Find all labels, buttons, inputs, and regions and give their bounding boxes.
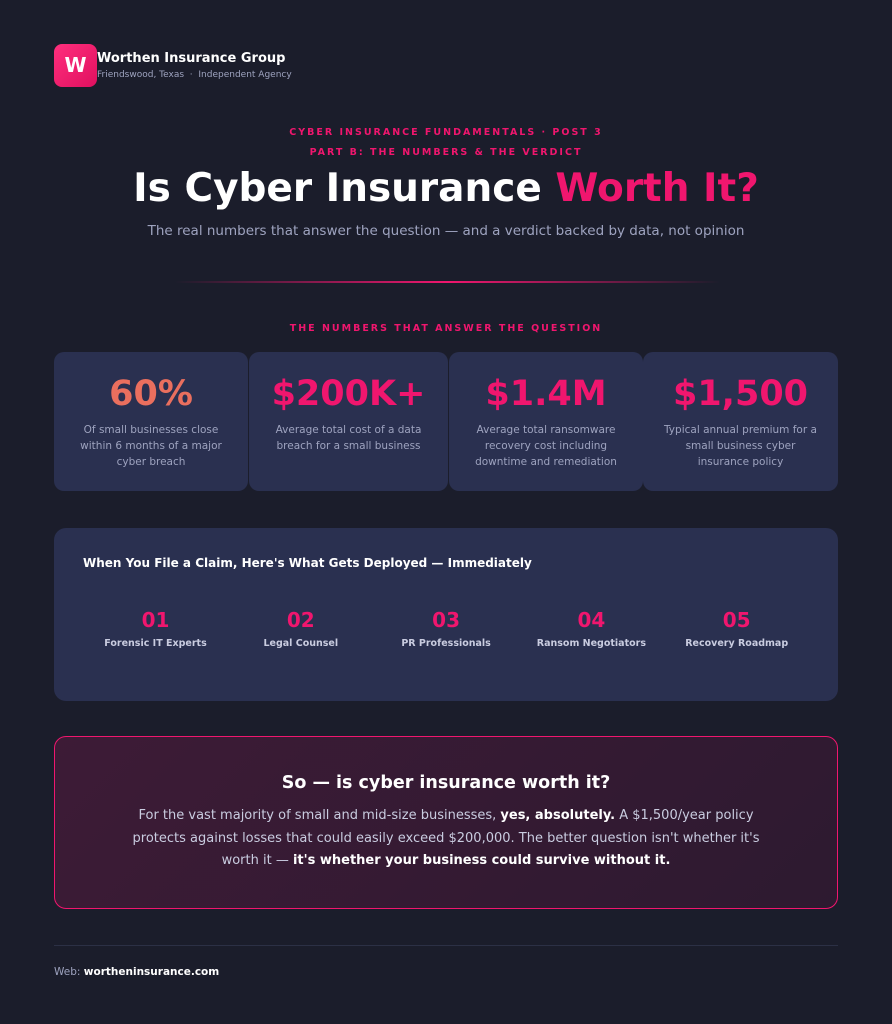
step-number: 01 [141,608,170,632]
claim-panel: When You File a Claim, Here's What Gets … [54,528,838,701]
verdict-body: For the vast majority of small and mid-s… [131,805,761,873]
step-number: 02 [286,608,315,632]
footer-url: wortheninsurance.com [83,966,220,978]
brand-meta: Friendswood, Texas · Independent Agency [97,70,292,80]
title-text: Is Cyber Insurance [133,166,542,211]
emphasis: it's whether your business could survive… [292,853,671,868]
step-number: 03 [432,608,461,632]
stat-description: Average total ransomware recovery cost i… [475,424,617,468]
agency-type: Independent Agency [198,70,292,80]
stat-value: $1.4M [485,374,607,414]
claim-step: 05 Recovery Roadmap [664,608,809,649]
location: Friendswood, Texas [97,70,185,80]
eyebrow: CYBER INSURANCE FUNDAMENTALS · POST 3 [289,127,603,138]
claim-step: 03 PR Professionals [374,608,519,649]
emphasis: yes, absolutely. [500,808,616,823]
subtitle: The real numbers that answer the questio… [147,223,745,239]
claim-step: 04 Ransom Negotiators [519,608,664,649]
claim-title: When You File a Claim, Here's What Gets … [83,556,532,570]
step-label: Forensic IT Experts [104,638,207,649]
title-highlight: Worth It? [555,166,759,211]
step-label: PR Professionals [401,638,491,649]
claim-step: 01 Forensic IT Experts [83,608,228,649]
stat-value: $1,500 [672,374,809,414]
step-label: Legal Counsel [263,638,339,649]
logo: W [54,44,97,87]
stat-value: $200K+ [271,374,426,414]
footer-label: Web: [54,966,81,978]
verdict-title: So — is cyber insurance worth it? [281,773,611,793]
step-label: Ransom Negotiators [536,638,646,649]
stat-description: Of small businesses close within 6 month… [80,424,222,468]
stat-description: Average total cost of a data breach for … [275,424,422,452]
title: Is Cyber Insurance Worth It? [0,166,892,211]
stat-card: $1,500 Typical annual premium for a small… [643,352,838,491]
step-number: 04 [577,608,606,632]
stat-value: 60% [109,374,193,414]
text: For the vast majority of small and mid-s… [138,808,501,823]
verdict-panel: So — is cyber insurance worth it? For th… [54,736,838,909]
part-label: PART B: THE NUMBERS & THE VERDICT [309,147,583,158]
stat-description: Typical annual premium for a small busin… [664,424,817,468]
footer: Web: wortheninsurance.com [54,966,219,978]
step-label: Recovery Roadmap [685,638,789,649]
claim-step: 02 Legal Counsel [228,608,373,649]
stat-card: $1.4M Average total ransomware recovery c… [449,352,643,491]
footer-rule [54,945,838,946]
divider [175,281,720,283]
step-number: 05 [722,608,751,632]
section-label: THE NUMBERS THAT ANSWER THE QUESTION [289,323,603,334]
stat-card: 60% Of small businesses close within 6 mo… [54,352,248,491]
text: A $1,500/year policy protects against lo… [132,808,760,868]
stat-card: $200K+ Average total cost of a data breac… [249,352,448,491]
brand-name: Worthen Insurance Group [97,51,286,66]
